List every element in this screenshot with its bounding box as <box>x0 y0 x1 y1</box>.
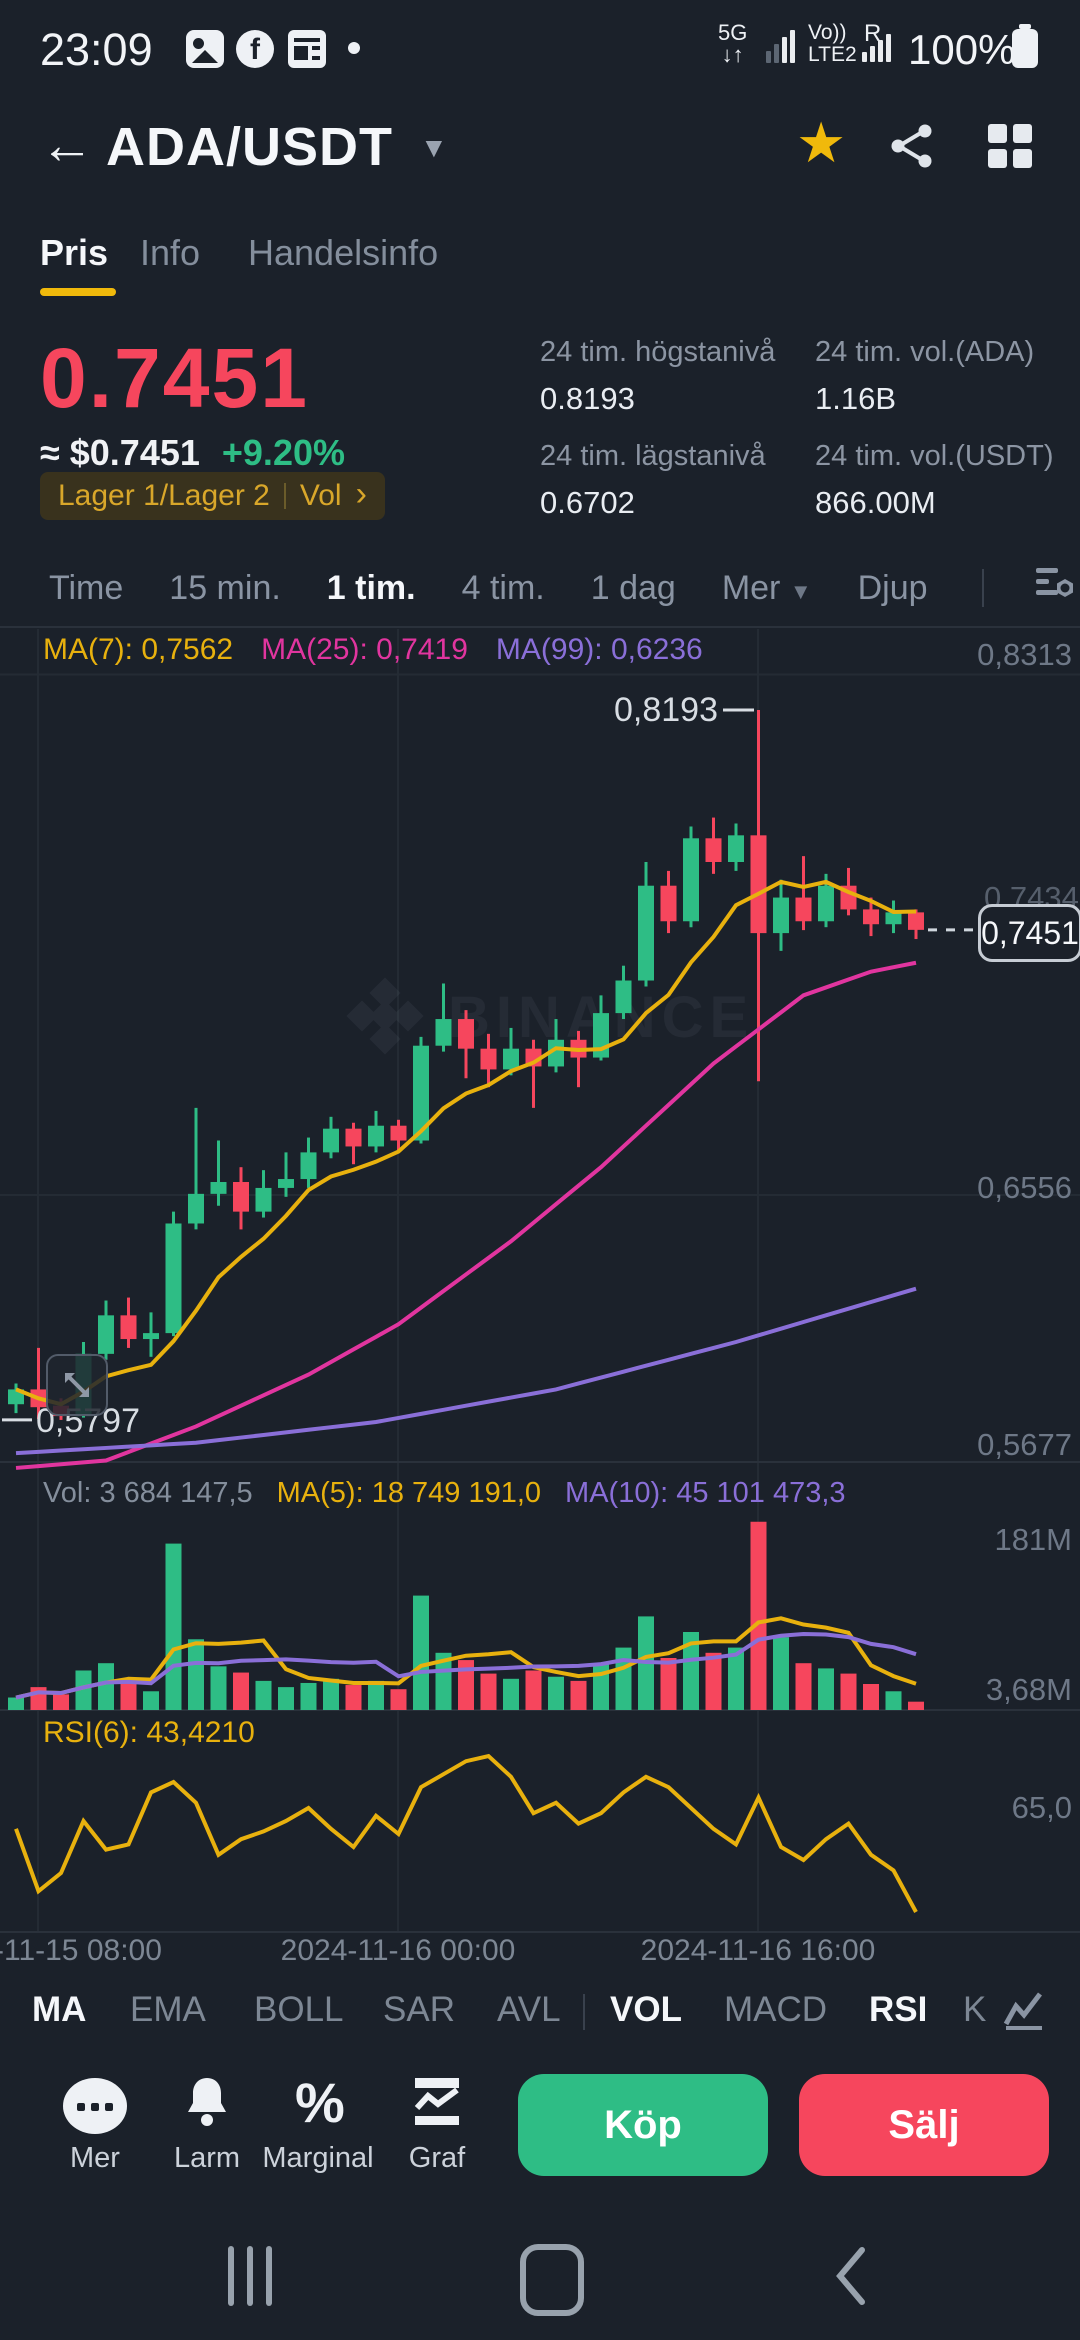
vol-ma10: MA(10): 45 101 473,3 <box>565 1477 846 1509</box>
svg-text:0,8193: 0,8193 <box>614 691 718 729</box>
expand-chart-button[interactable] <box>46 1354 108 1416</box>
rsi-axis-mid: 65,0 <box>1011 1790 1072 1825</box>
rsi-legend: RSI(6): 43,4210 <box>43 1716 255 1750</box>
tier-vol-badge[interactable]: Lager 1/Lager 2 Vol › <box>40 472 385 520</box>
interval-1h[interactable]: 1 tim. <box>326 568 416 607</box>
alarm-bell-icon[interactable] <box>183 2074 231 2139</box>
change-percent: +9.20% <box>221 432 345 473</box>
indicator-vol[interactable]: VOL <box>610 1990 682 2029</box>
ma99-legend: MA(99): 0,6236 <box>495 633 703 666</box>
badge-vol-label: Vol <box>299 479 342 512</box>
clock: 23:09 <box>40 24 153 75</box>
indicator-boll[interactable]: BOLL <box>254 1990 344 2029</box>
more-label[interactable]: Mer <box>70 2142 120 2174</box>
indicator-avl[interactable]: AVL <box>497 1990 561 2029</box>
alarm-label[interactable]: Larm <box>173 2142 241 2174</box>
volume-legend: Vol: 3 684 147,5 MA(5): 18 749 191,0 MA(… <box>43 1477 846 1510</box>
indicator-macd[interactable]: MACD <box>724 1990 828 2029</box>
price-axis-1: 0,6556 <box>977 1170 1072 1205</box>
tier-label: Lager 1/Lager 2 <box>58 479 270 512</box>
tab-pris[interactable]: Pris <box>40 232 109 273</box>
nav-home-button[interactable] <box>520 2244 584 2316</box>
vol-axis-bottom: 3,68M <box>985 1672 1072 1707</box>
indicator-divider <box>583 1994 585 2030</box>
vol-value: Vol: 3 684 147,5 <box>43 1477 253 1509</box>
more-icon[interactable] <box>63 2078 127 2134</box>
stat-vol-usdt: 24 tim. vol.(USDT) 866.00M <box>815 440 1054 520</box>
stat-vol-ada: 24 tim. vol.(ADA) 1.16B <box>815 336 1035 416</box>
tab-info[interactable]: Info <box>140 232 201 273</box>
indicator-ema[interactable]: EMA <box>130 1990 206 2029</box>
fiat-change-row: ≈ $0.7451 +9.20% <box>40 432 345 474</box>
pair-dropdown-icon[interactable]: ▼ <box>420 132 448 163</box>
nav-back-button[interactable] <box>830 2244 870 2313</box>
margin-percent-icon[interactable]: % <box>295 2071 345 2134</box>
grid-layout-icon[interactable] <box>988 124 1032 173</box>
fiat-price: ≈ $0.7451 <box>40 432 200 473</box>
price-axis-2: 0,5677 <box>977 1427 1072 1462</box>
chevron-right-icon: › <box>355 474 367 513</box>
battery-percent: 100% <box>908 26 1016 73</box>
vol-ma5: MA(5): 18 749 191,0 <box>276 1477 542 1509</box>
interval-15min[interactable]: 15 min. <box>169 568 281 607</box>
indicator-k[interactable]: K <box>963 1990 987 2029</box>
more-notifications-dot <box>348 42 360 54</box>
x-axis-label-2: 2024-11-16 16:00 <box>640 1934 876 1967</box>
roaming-label: R <box>864 20 882 47</box>
badge-divider <box>283 483 286 509</box>
signal-bars2-icon <box>862 34 891 62</box>
interval-4h[interactable]: 4 tim. <box>461 568 545 607</box>
tab-handelsinfo[interactable]: Handelsinfo <box>248 232 439 273</box>
rsi-value: RSI(6): 43,4210 <box>43 1716 255 1749</box>
back-button[interactable]: ← <box>40 115 94 175</box>
x-axis-label-1: 2024-11-16 00:00 <box>280 1934 516 1967</box>
chevron-down-icon: ▼ <box>789 578 812 604</box>
price-axis-0: 0,8313 <box>977 637 1072 672</box>
line-chart-icon[interactable] <box>1002 1988 1046 2037</box>
share-icon[interactable] <box>888 122 936 175</box>
vol-axis-top: 181M <box>994 1522 1072 1557</box>
ma-legend: MA(7): 0,7562 MA(25): 0,7419 MA(99): 0,6… <box>43 633 703 667</box>
chart-settings-icon[interactable] <box>1034 563 1076 614</box>
interval-more[interactable]: Mer ▼ <box>721 568 812 607</box>
news-notification-icon <box>288 30 326 68</box>
stat-low: 24 tim. lägstanivå 0.6702 <box>540 440 766 520</box>
network-5g: 5G ↓↑ <box>718 20 748 67</box>
current-price-label[interactable]: 0,7451 <box>978 904 1080 962</box>
ma7-legend: MA(7): 0,7562 <box>43 633 234 666</box>
chart-toggle-icon[interactable] <box>413 2076 463 2135</box>
margin-label[interactable]: Marginal <box>262 2142 374 2174</box>
battery-icon <box>1012 24 1038 68</box>
indicator-ma[interactable]: MA <box>32 1990 87 2029</box>
buy-button[interactable]: Köp <box>518 2074 768 2176</box>
interval-time[interactable]: Time <box>49 568 124 607</box>
last-price: 0.7451 <box>40 331 309 425</box>
indicator-rsi[interactable]: RSI <box>869 1990 928 2029</box>
page-title[interactable]: ADA/USDT <box>106 117 393 177</box>
gallery-notification-icon <box>186 30 224 68</box>
facebook-notification-icon: f <box>236 30 274 68</box>
depth-button[interactable]: Djup <box>857 568 928 607</box>
nav-recents-button[interactable] <box>228 2246 272 2306</box>
x-axis-label-0: -11-15 08:00 <box>0 1934 162 1967</box>
header: ← ADA/USDT ▼ ★ <box>0 100 1080 196</box>
interval-1d[interactable]: 1 dag <box>590 568 676 607</box>
active-tab-underline <box>40 288 116 296</box>
ma25-legend: MA(25): 0,7419 <box>261 633 468 666</box>
chart-toggle-label[interactable]: Graf <box>408 2142 466 2174</box>
sell-button[interactable]: Sälj <box>799 2074 1049 2176</box>
favorite-star-icon[interactable]: ★ <box>796 111 847 174</box>
signal-bars-icon <box>766 30 795 63</box>
interval-divider <box>981 569 984 607</box>
stat-high: 24 tim. högstanivå 0.8193 <box>540 336 776 416</box>
indicator-sar[interactable]: SAR <box>383 1990 455 2029</box>
interval-selector: Time 15 min. 1 tim. 4 tim. 1 dag Mer ▼ D… <box>0 565 1080 611</box>
volte-lte-label: Vo)) LTE2 <box>808 21 857 66</box>
status-bar: 23:09 f 5G ↓↑ Vo)) LTE2 R 100% <box>0 0 1080 78</box>
